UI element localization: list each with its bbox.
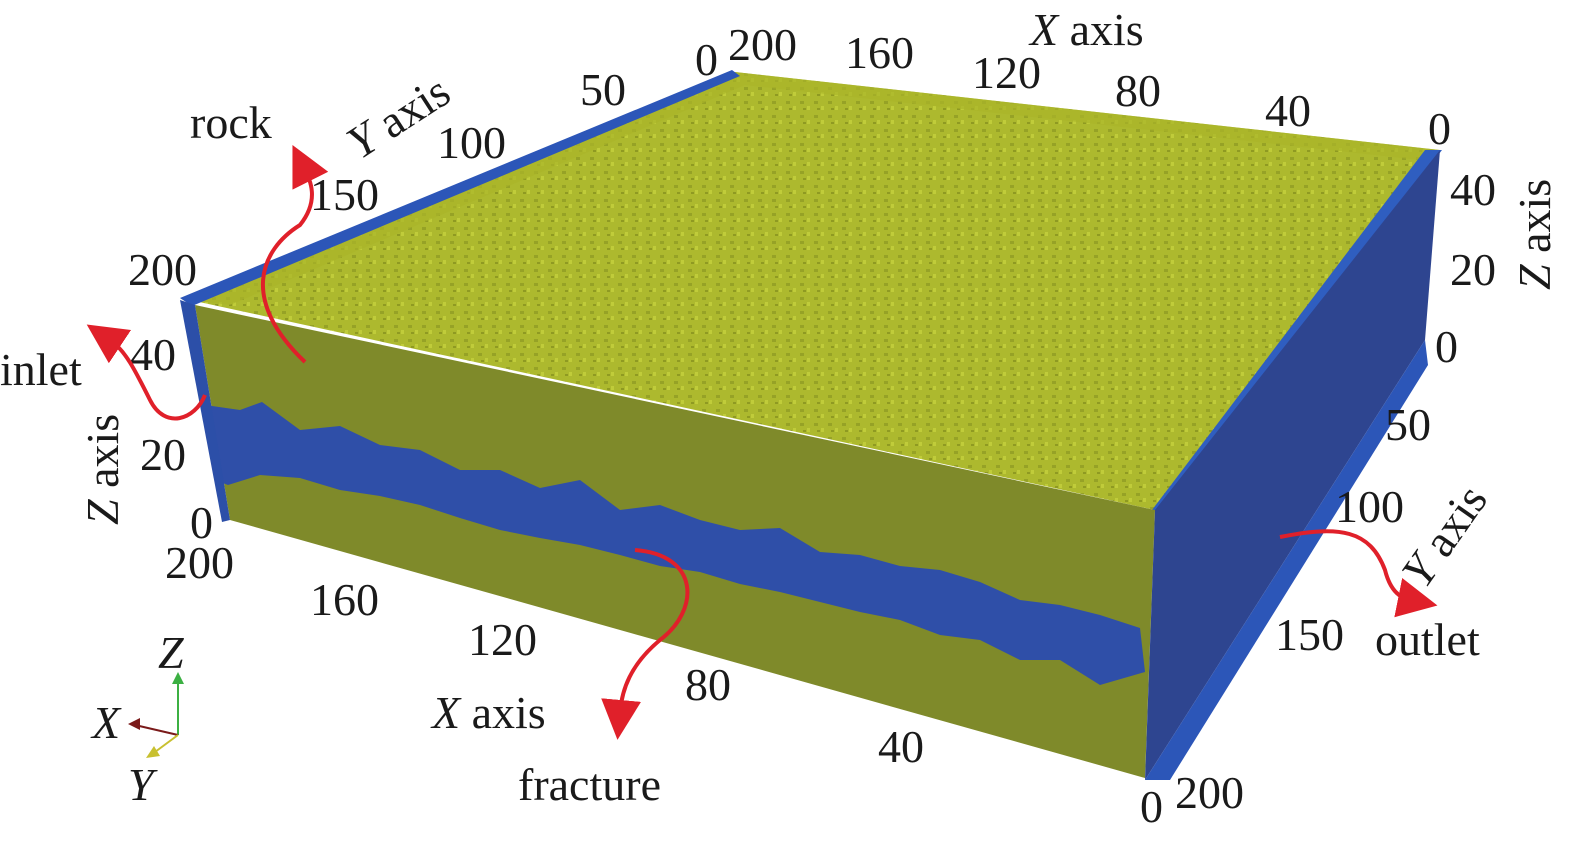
bottom-x-axis-title: X axis xyxy=(430,687,546,738)
outlet-label: outlet xyxy=(1375,614,1480,665)
right-z-tick-40: 40 xyxy=(1450,164,1496,215)
triad-x-label: X xyxy=(90,697,122,748)
top-x-tick-200: 200 xyxy=(728,19,797,70)
right-z-tick-0: 0 xyxy=(1435,321,1458,372)
left-z-tick-20: 20 xyxy=(140,429,186,480)
right-y-tick-50: 50 xyxy=(1385,399,1431,450)
top-left-boundary xyxy=(180,70,740,306)
left-z-tick-0: 0 xyxy=(190,497,213,548)
fracture-label: fracture xyxy=(518,759,661,810)
top-x-tick-160: 160 xyxy=(845,27,914,78)
fracture-band xyxy=(205,402,1145,685)
top-x-tick-120: 120 xyxy=(972,47,1041,98)
top-y-tick-200: 200 xyxy=(128,244,197,295)
bottom-x-tick-120: 120 xyxy=(468,614,537,665)
triad-y-arrowhead xyxy=(146,746,160,758)
right-z-tick-20: 20 xyxy=(1450,244,1496,295)
orientation-triad: Z X Y xyxy=(90,627,184,810)
bottom-x-tick-200: 200 xyxy=(165,537,234,588)
rock-label: rock xyxy=(190,97,272,148)
rock-arrow xyxy=(261,144,329,364)
triad-x-arrowhead xyxy=(128,718,140,730)
top-y-tick-50: 50 xyxy=(580,64,626,115)
outlet-arrow xyxy=(1279,529,1438,618)
outlet-face xyxy=(1145,150,1440,780)
left-z-tick-40: 40 xyxy=(130,329,176,380)
right-y-axis-title: Y axis xyxy=(1391,475,1497,595)
left-z-axis-title: Z axis xyxy=(77,414,128,525)
top-x-tick-80: 80 xyxy=(1115,65,1161,116)
top-y-tick-0: 0 xyxy=(695,34,718,85)
bottom-x-tick-80: 80 xyxy=(685,659,731,710)
top-x-tick-0: 0 xyxy=(1428,103,1451,154)
outlet-face-edge xyxy=(1145,340,1428,780)
top-y-tick-150: 150 xyxy=(310,169,379,220)
triad-y-label: Y xyxy=(128,759,158,810)
fracture-arrow xyxy=(601,548,690,740)
bottom-x-tick-40: 40 xyxy=(878,721,924,772)
top-x-axis-title: X axis xyxy=(1028,4,1144,55)
right-z-axis-title: Z axis xyxy=(1509,179,1560,290)
inlet-label: inlet xyxy=(0,344,82,395)
triad-y-axis xyxy=(154,734,179,753)
bottom-x-tick-0: 0 xyxy=(1140,781,1163,832)
triad-x-axis xyxy=(134,724,179,736)
right-y-tick-100: 100 xyxy=(1335,481,1404,532)
triad-z-label: Z xyxy=(158,627,184,678)
right-y-tick-150: 150 xyxy=(1275,609,1344,660)
top-x-tick-40: 40 xyxy=(1265,85,1311,136)
triad-z-arrowhead xyxy=(172,672,184,684)
inlet-face xyxy=(180,300,230,522)
bottom-x-tick-160: 160 xyxy=(310,574,379,625)
right-y-tick-200: 200 xyxy=(1175,767,1244,818)
inlet-arrow xyxy=(86,324,207,421)
top-y-tick-100: 100 xyxy=(437,117,506,168)
